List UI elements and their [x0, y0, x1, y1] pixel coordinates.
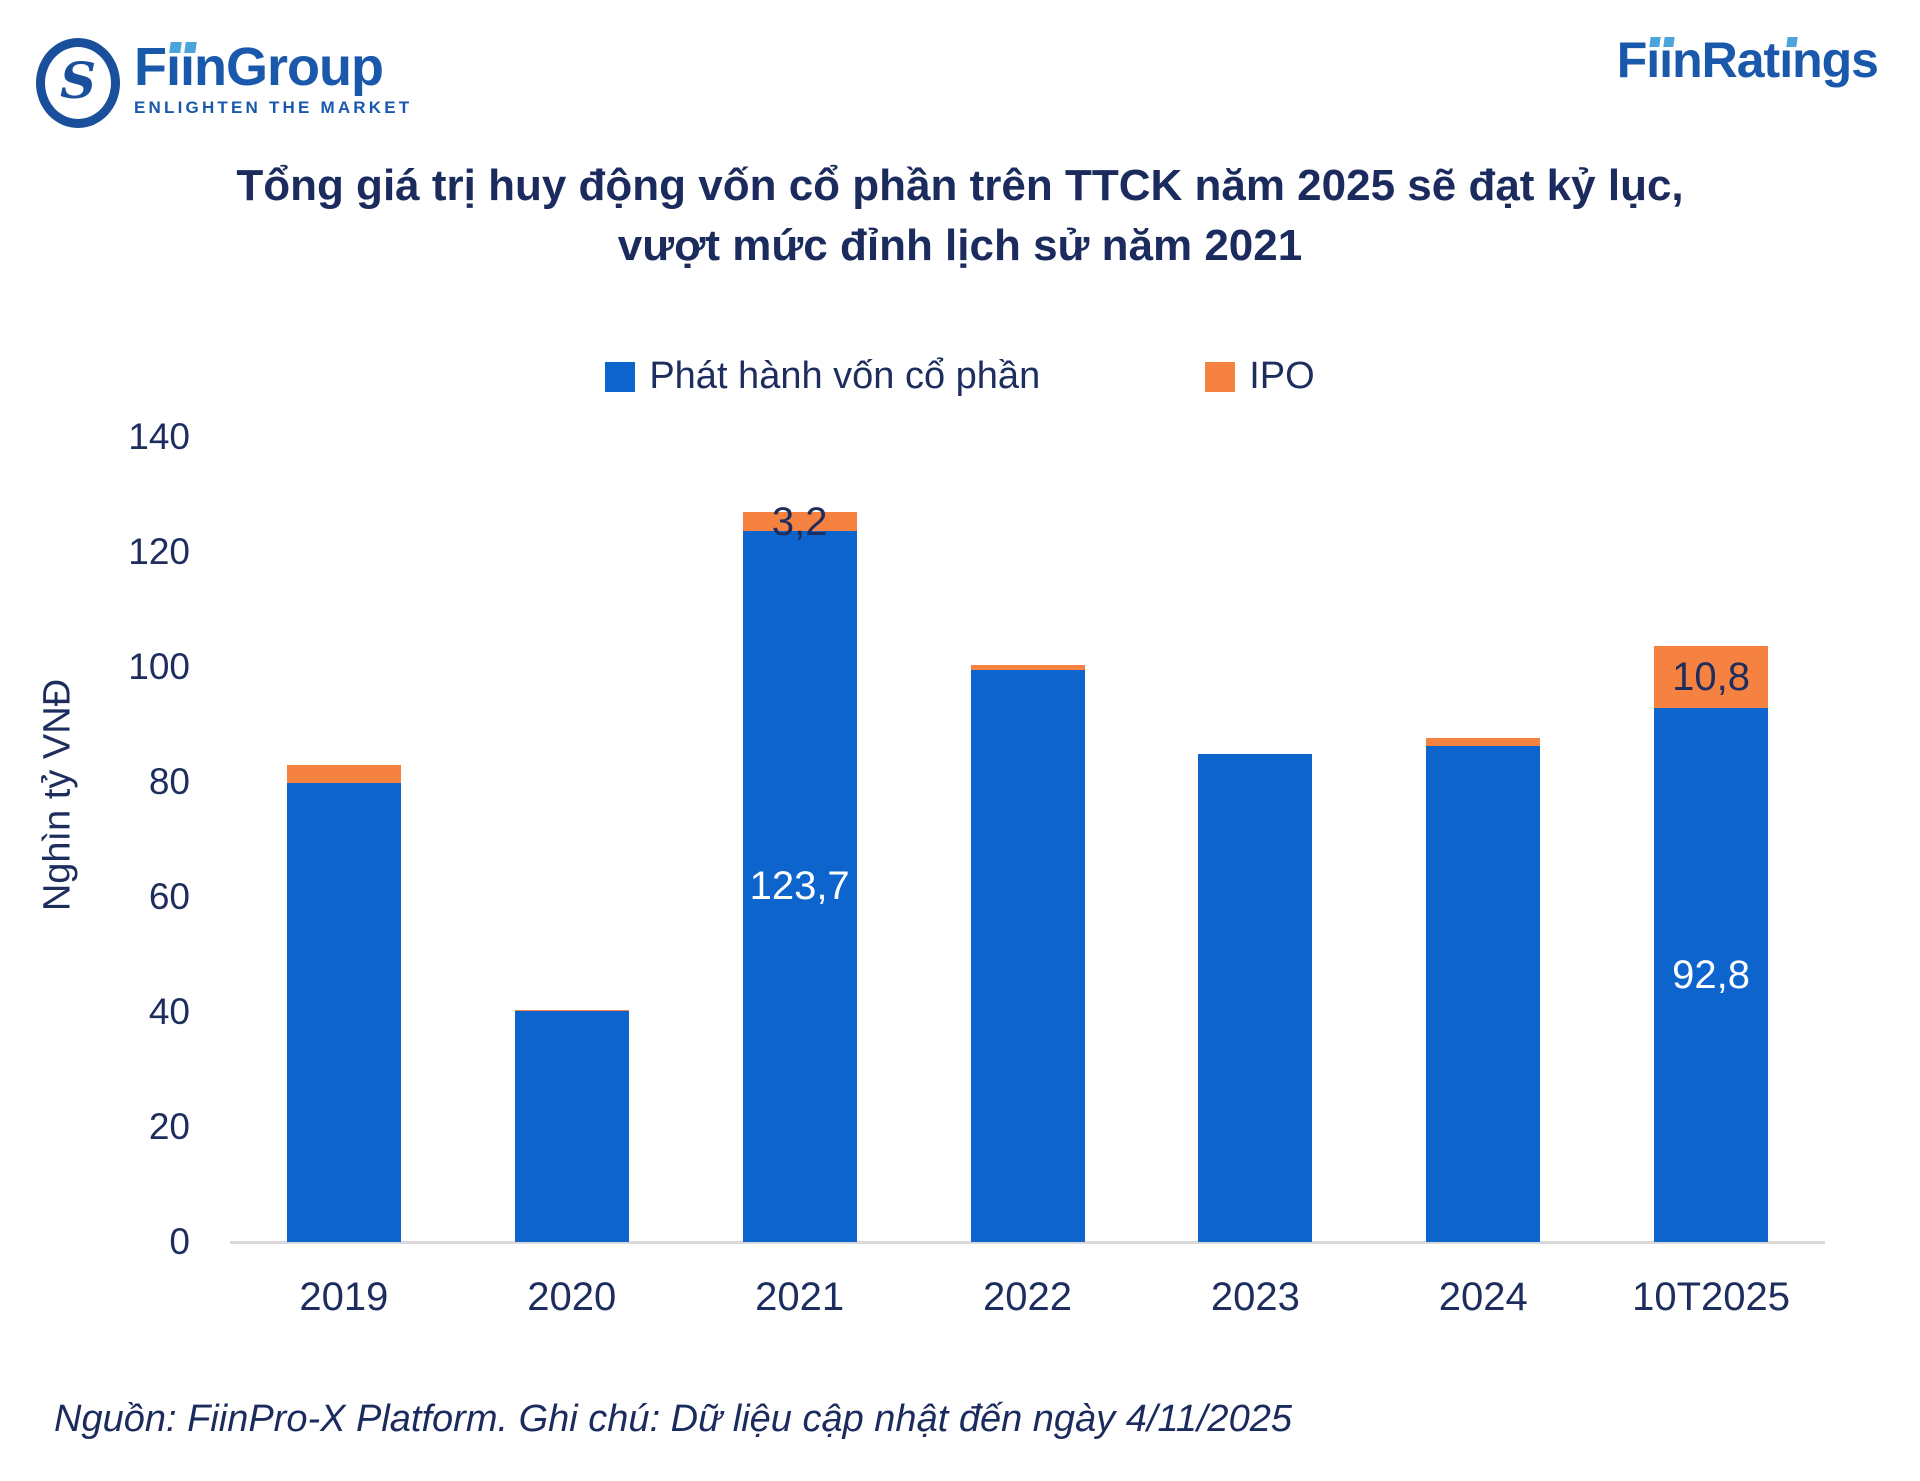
bar-segment-equity: [514, 1011, 629, 1242]
x-axis-label: 2024: [1438, 1275, 1528, 1319]
fiinratings-wordmark: FıınRatıngs: [1616, 32, 1879, 88]
bar-segment-ipo: [970, 664, 1085, 671]
plot-area: 0 20 40 60 80 100 120 140 2019 2020 2021 2022 2023 20…: [128, 416, 1825, 1319]
i-dot-icon: [1649, 37, 1661, 47]
fiinratings-logo: FıınRatıngs: [1616, 32, 1879, 88]
bar-value-label: 3,2: [771, 499, 828, 544]
bar-segment-ipo: [1426, 738, 1541, 747]
bar-segment-equity: [1426, 746, 1541, 1242]
wordmark-part: nGroup: [194, 37, 384, 97]
bar-segment-ipo: [514, 1009, 629, 1012]
wordmark-part: F: [134, 37, 167, 97]
y-tick-label: 60: [148, 876, 190, 917]
bar-segment-equity: [742, 530, 857, 1242]
legend-item: Phát hành vốn cổ phần: [605, 355, 1040, 398]
bar-segment-equity: [970, 670, 1085, 1242]
bar-segment-equity: [286, 783, 401, 1242]
fiingroup-wordmark: FıınGroup: [134, 38, 412, 96]
wordmark-part: F: [1616, 32, 1648, 88]
legend-swatch-icon: [1205, 361, 1236, 392]
fiingroup-textblock: FıınGroup ENLIGHTEN THE MARKET: [134, 38, 412, 118]
bar-value-label: 92,8: [1672, 953, 1750, 998]
bar-value-label: 123,7: [749, 864, 850, 909]
y-axis-title: Nghìn tỷ VNĐ: [36, 678, 79, 912]
y-tick-label: 0: [169, 1221, 190, 1262]
y-tick-label: 20: [148, 1106, 190, 1147]
i-dot-icon: [169, 42, 182, 53]
x-axis-label: 2022: [983, 1275, 1072, 1319]
bar-segment-equity: [1198, 754, 1313, 1242]
y-tick-label: 40: [148, 991, 190, 1032]
chart-title-line1: Tổng giá trị huy động vốn cổ phần trên T…: [236, 161, 1684, 210]
source-note: Nguồn: FiinPro-X Platform. Ghi chú: Dữ l…: [54, 1398, 1292, 1440]
fiingroup-emblem-icon: S: [36, 38, 120, 128]
y-tick-label: 120: [128, 531, 190, 572]
emblem-s-glyph: S: [59, 51, 97, 110]
chart-title: Tổng giá trị huy động vốn cổ phần trên T…: [0, 156, 1920, 276]
i-dot-icon: [1663, 37, 1675, 47]
bar-segment-ipo: [742, 512, 857, 531]
legend-label: IPO: [1249, 355, 1315, 397]
y-tick-label: 80: [148, 761, 190, 802]
bar-segment-ipo: [1654, 646, 1769, 709]
legend-item: IPO: [1205, 355, 1315, 398]
fiingroup-logo: S FıınGroup ENLIGHTEN THE MARKET: [36, 38, 412, 128]
x-axis-label: 2023: [1210, 1275, 1300, 1319]
x-axis-label: 2021: [755, 1275, 845, 1319]
x-axis-label: 2020: [527, 1275, 617, 1319]
wordmark-part: ngs: [1792, 32, 1879, 88]
bar-segment-ipo: [286, 765, 401, 784]
legend-swatch-icon: [605, 361, 636, 392]
i-dot-icon: [1786, 37, 1798, 47]
legend-label: Phát hành vốn cổ phần: [649, 355, 1041, 397]
x-axis-label: 2019: [299, 1275, 389, 1319]
wordmark-part: nRat: [1672, 32, 1780, 88]
i-dot-icon: [184, 42, 197, 53]
chart-title-line2: vượt mức đỉnh lịch sử năm 2021: [617, 221, 1303, 270]
bar-segment-equity: [1654, 708, 1769, 1242]
legend: Phát hành vốn cổ phần IPO: [0, 355, 1920, 398]
y-tick-label: 140: [128, 416, 190, 457]
y-tick-label: 100: [128, 646, 190, 687]
bar-value-label: 10,8: [1672, 655, 1750, 700]
fiingroup-tagline: ENLIGHTEN THE MARKET: [134, 98, 413, 117]
x-axis-label: 10T2025: [1632, 1275, 1791, 1319]
x-axis-line: [230, 1241, 1825, 1244]
